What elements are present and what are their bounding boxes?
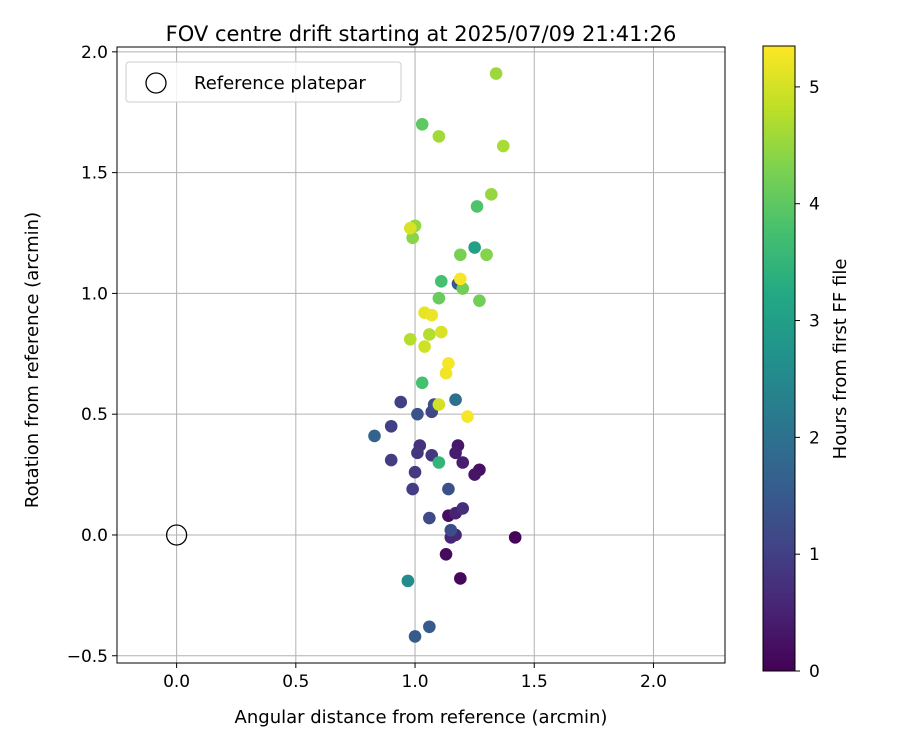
scatter-point: [468, 468, 481, 481]
colorbar-tick-label: 2: [809, 428, 820, 448]
scatter-point: [401, 574, 415, 588]
scatter-point: [456, 456, 470, 469]
legend-box: [125, 61, 402, 103]
scatter-point: [442, 482, 455, 496]
scatter-point: [368, 429, 381, 443]
scatter-point: [432, 398, 446, 411]
scatter-point: [468, 241, 481, 254]
scatter-point: [434, 325, 448, 339]
scatter-point: [454, 272, 467, 286]
scatter-point: [403, 332, 417, 346]
scatter-point: [406, 231, 419, 245]
y-tick-label: 1.5: [81, 164, 108, 184]
colorbar-tick-label: 5: [809, 78, 820, 98]
x-axis: 0.0 0.5 1.0 1.5 2.0: [163, 663, 667, 692]
scatter-point: [456, 282, 470, 295]
x-tick-label: 0.5: [282, 672, 309, 692]
colorbar-tick-label: 4: [809, 195, 820, 215]
colorbar-ticks: 0 1 2 3 4 5: [795, 78, 820, 682]
scatter-point: [432, 456, 446, 469]
colorbar-tick-label: 3: [809, 312, 820, 332]
scatter-point: [403, 221, 417, 235]
scatter-point: [415, 376, 429, 390]
plot-area: 0.0 0.5 1.0 1.5 2.0 −0.5 0.0 0.5 1.0 1.5 2.0: [67, 43, 726, 692]
scatter-point: [406, 482, 419, 496]
scatter-point: [411, 407, 424, 421]
x-tick-label: 2.0: [640, 672, 667, 692]
y-tick-label: 0.0: [81, 526, 108, 546]
colorbar-label: Hours from first FF file: [830, 259, 851, 460]
scatter-point: [411, 446, 424, 460]
colorbar-tick-label: 0: [809, 662, 820, 682]
x-tick-label: 1.5: [521, 672, 548, 692]
x-axis-label: Angular distance from reference (arcmin): [235, 707, 608, 728]
scatter-point: [508, 531, 522, 544]
scatter-point: [425, 308, 439, 322]
scatter-point: [485, 188, 498, 201]
scatter-point: [456, 502, 470, 515]
scatter-point: [394, 395, 408, 409]
scatter-point: [423, 620, 436, 634]
scatter-point: [423, 328, 436, 341]
reference-platepar-marker: [165, 524, 188, 546]
y-axis: −0.5 0.0 0.5 1.0 1.5 2.0: [67, 43, 117, 667]
scatter-point: [384, 419, 398, 433]
scatter-point: [454, 572, 467, 585]
y-tick-label: 2.0: [81, 43, 108, 63]
scatter-point: [449, 393, 462, 406]
scatter-point: [439, 547, 453, 561]
scatter-point: [442, 357, 455, 370]
grid: [117, 47, 725, 663]
scatter-point: [408, 630, 422, 643]
scatter-point: [444, 523, 458, 537]
scatter-point: [432, 291, 446, 305]
scatter-point: [489, 67, 503, 80]
scatter-point: [423, 511, 436, 525]
scatter-point: [415, 118, 429, 131]
scatter-point: [418, 340, 431, 353]
colorbar-tick-label: 1: [809, 545, 820, 565]
data-points: [368, 67, 522, 643]
scatter-point: [480, 248, 493, 262]
scatter-point: [454, 248, 467, 262]
y-tick-label: 0.5: [81, 405, 108, 425]
legend-entry-reference-platepar: Reference platepar: [194, 73, 366, 94]
y-axis-label: Rotation from reference (arcmin): [22, 212, 43, 508]
colorbar-frame: [762, 45, 796, 672]
plot-frame: [116, 46, 726, 664]
legend-marker-icon: [145, 72, 167, 94]
legend: Reference platepar: [125, 61, 402, 103]
colorbar: 0 1 2 3 4 5 Hours from first FF file: [762, 45, 851, 682]
x-tick-label: 0.0: [163, 672, 190, 692]
scatter-point: [473, 294, 486, 307]
scatter-point: [449, 446, 462, 460]
scatter-point: [496, 139, 510, 153]
colorbar-gradient: [763, 46, 795, 671]
chart-title: FOV centre drift starting at 2025/07/09 …: [166, 22, 677, 46]
x-tick-label: 1.0: [402, 672, 429, 692]
y-tick-label: 1.0: [81, 284, 108, 304]
scatter-point: [470, 200, 484, 213]
plot-background: [117, 47, 725, 663]
y-tick-label: −0.5: [67, 647, 108, 667]
scatter-point: [408, 465, 422, 479]
scatter-point: [384, 453, 398, 467]
scatter-point: [461, 410, 474, 423]
scatter-point: [432, 130, 446, 143]
scatter-point: [434, 275, 448, 288]
scatter-point: [439, 366, 453, 380]
